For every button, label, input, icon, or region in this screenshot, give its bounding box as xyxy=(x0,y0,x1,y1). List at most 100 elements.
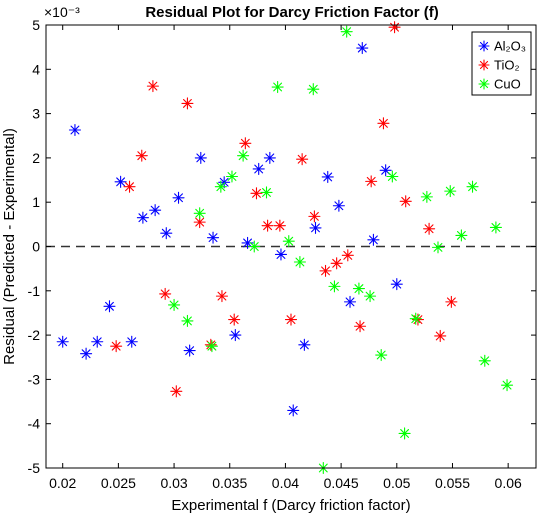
x-axis-label: Experimental f (Darcy friction factor) xyxy=(171,497,410,514)
data-point xyxy=(261,219,274,232)
y-tick-label: -2 xyxy=(28,327,41,343)
data-point xyxy=(341,249,354,262)
data-point xyxy=(489,221,502,234)
x-tick-label: 0.055 xyxy=(435,475,470,491)
data-point xyxy=(206,231,220,244)
legend-label: CuO xyxy=(494,77,521,92)
y-tick-label: -4 xyxy=(28,416,41,432)
data-point xyxy=(183,344,196,357)
data-series xyxy=(56,21,514,475)
data-point xyxy=(466,180,479,193)
data-point xyxy=(160,227,173,240)
legend-marker xyxy=(478,59,490,71)
x-tick-label: 0.06 xyxy=(495,475,522,491)
data-point xyxy=(434,329,447,343)
y-tick-label: -1 xyxy=(28,283,41,299)
data-point xyxy=(365,175,378,188)
data-point xyxy=(423,222,436,235)
data-point xyxy=(445,295,458,308)
data-point xyxy=(444,185,457,198)
data-point xyxy=(399,195,412,208)
data-point xyxy=(409,312,422,325)
data-point xyxy=(330,257,343,270)
data-point xyxy=(181,97,194,110)
data-point xyxy=(287,404,300,417)
y-tick-label: 3 xyxy=(32,106,40,122)
data-point xyxy=(225,170,239,183)
data-point xyxy=(478,354,491,367)
legend-label: TiO₂ xyxy=(494,58,520,73)
data-point xyxy=(271,80,284,94)
legend-label: Al₂O₃ xyxy=(494,39,526,54)
y-axis-label: Residual (Predicted - Experimental) xyxy=(1,128,18,365)
data-point xyxy=(248,240,261,253)
data-point xyxy=(340,25,353,38)
data-point xyxy=(455,229,468,242)
data-point xyxy=(386,170,399,183)
x-tick-label: 0.03 xyxy=(160,475,187,491)
y-exponent-label: ×10⁻³ xyxy=(44,4,80,20)
data-point xyxy=(284,313,298,326)
data-point xyxy=(146,80,159,93)
y-tick-label: 1 xyxy=(32,194,40,210)
data-point xyxy=(364,290,377,303)
data-point xyxy=(293,255,306,269)
data-point xyxy=(367,233,380,246)
y-tick-label: 0 xyxy=(32,239,40,255)
data-point xyxy=(420,190,433,203)
data-point xyxy=(136,211,149,224)
data-point xyxy=(170,385,183,398)
x-tick-label: 0.045 xyxy=(324,475,359,491)
y-tick-label: 5 xyxy=(32,17,40,33)
data-point xyxy=(56,335,69,348)
data-point xyxy=(390,278,403,291)
data-point xyxy=(110,340,123,353)
data-point xyxy=(123,180,136,193)
data-point xyxy=(282,235,295,248)
data-point xyxy=(356,41,369,55)
data-point xyxy=(298,338,311,351)
data-point xyxy=(353,320,367,333)
data-point xyxy=(375,348,388,362)
data-point xyxy=(181,314,194,327)
data-point xyxy=(149,204,162,217)
data-point xyxy=(228,313,241,326)
data-point xyxy=(205,340,218,353)
data-point xyxy=(252,162,265,176)
data-point xyxy=(114,175,127,188)
data-point xyxy=(328,280,341,293)
data-point xyxy=(431,241,445,254)
y-tick-label: 2 xyxy=(32,150,40,166)
legend-marker xyxy=(478,78,490,90)
x-tick-label: 0.04 xyxy=(272,475,299,491)
data-point xyxy=(215,290,229,303)
y-tick-label: -5 xyxy=(28,460,41,476)
legend-marker xyxy=(478,40,490,52)
data-point xyxy=(193,207,206,220)
data-point xyxy=(319,264,332,277)
data-point xyxy=(321,170,334,183)
y-tick-label: -3 xyxy=(28,371,41,387)
data-point xyxy=(80,347,93,360)
x-tick-label: 0.025 xyxy=(101,475,136,491)
data-point xyxy=(68,123,82,137)
data-point xyxy=(194,151,207,164)
y-tick-label: 4 xyxy=(32,61,40,77)
data-point xyxy=(352,282,365,295)
data-point xyxy=(214,180,227,193)
data-point xyxy=(388,21,401,34)
data-point xyxy=(168,298,181,312)
x-tick-label: 0.035 xyxy=(212,475,247,491)
data-point xyxy=(91,335,104,348)
data-point xyxy=(274,248,288,261)
chart-title: Residual Plot for Darcy Friction Factor … xyxy=(145,4,438,21)
axis-ticks: 0.02 0.025 0.03 0.035 0.04 0.045 0.05 0.055 0.06… xyxy=(28,17,536,491)
data-point xyxy=(332,199,345,212)
data-point xyxy=(500,379,514,392)
series-2 xyxy=(168,25,514,475)
x-tick-label: 0.05 xyxy=(383,475,410,491)
data-point xyxy=(343,295,357,308)
x-tick-label: 0.02 xyxy=(49,475,76,491)
data-point xyxy=(263,151,276,164)
